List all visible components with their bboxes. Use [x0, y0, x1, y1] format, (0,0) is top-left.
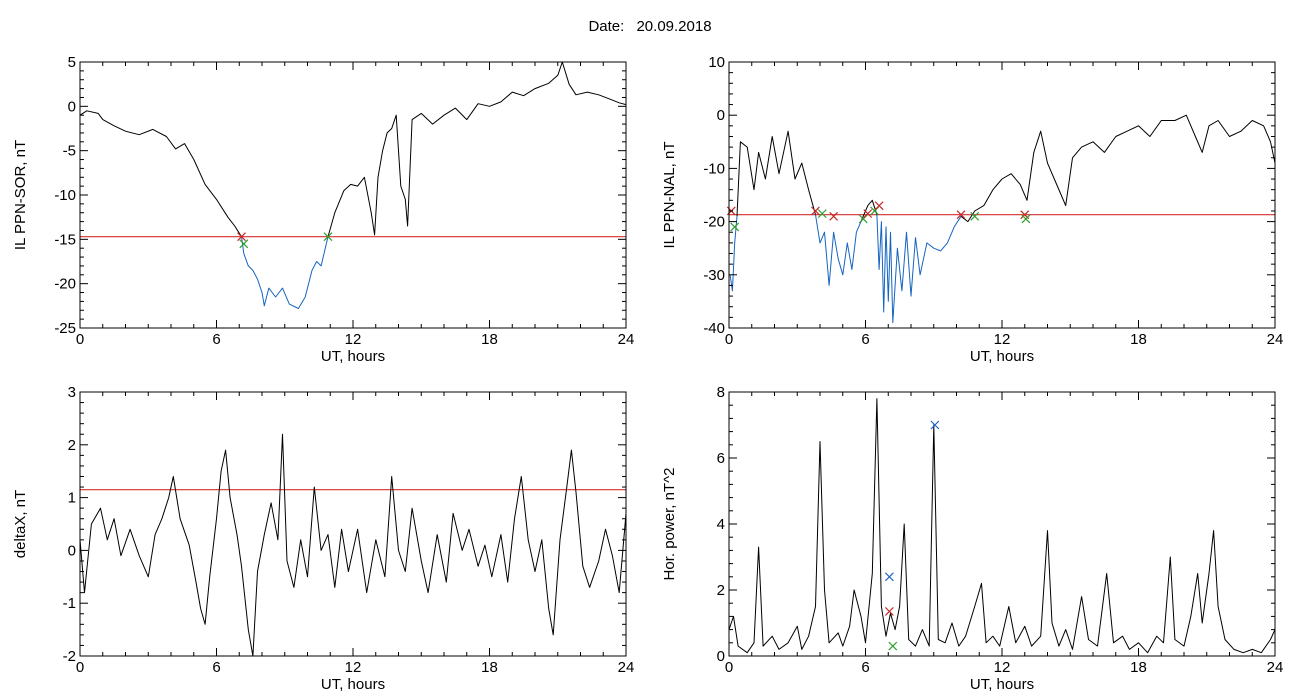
marker-blue-0: [884, 572, 894, 582]
x-tick-label: 12: [345, 659, 362, 676]
marker-red-2: [811, 206, 820, 216]
plot-frame: [728, 61, 1276, 329]
x-axis-label: UT, hours: [970, 348, 1034, 365]
x-tick-label: 0: [76, 659, 84, 676]
y-tick-label: -2: [63, 648, 76, 665]
y-tick-label: -15: [54, 231, 76, 248]
x-tick-label: 0: [725, 331, 733, 348]
x-tick-label: 0: [76, 331, 84, 348]
marker-red-4: [829, 211, 839, 221]
x-tick-label: 6: [212, 331, 220, 348]
x-tick-label: 6: [861, 331, 869, 348]
x-axis-label: UT, hours: [321, 676, 385, 693]
y-tick-label: 0: [68, 542, 76, 559]
x-tick-label: 18: [1130, 659, 1147, 676]
figure-header: Date: 20.09.2018: [0, 18, 1300, 35]
x-tick-label: 18: [481, 659, 498, 676]
y-tick-label: -5: [63, 143, 76, 160]
x-tick-label: 12: [994, 331, 1011, 348]
y-tick-label: -1: [63, 595, 76, 612]
y-tick-label: 2: [717, 582, 725, 599]
marker-green-3: [888, 641, 898, 651]
chart-ppn_nal: 0 6 12 18 24 -40 -30 -20 -10 0 10 UT, hours IL PPN-N…: [661, 54, 1283, 365]
date-value: 20.09.2018: [636, 18, 712, 35]
series-line-1: [736, 130, 816, 217]
marker-green-1: [239, 239, 249, 249]
marker-red-8: [874, 201, 884, 211]
series-line-0: [729, 216, 738, 292]
marker-green-12: [1021, 214, 1031, 224]
y-tick-label: -40: [703, 320, 725, 337]
series-line-2: [815, 214, 862, 286]
y-tick-label: -25: [54, 320, 76, 337]
y-tick-label: 0: [717, 107, 725, 124]
y-tick-label: 6: [717, 450, 725, 467]
y-tick-label: -10: [54, 187, 76, 204]
plot-frame: [79, 61, 627, 329]
y-tick-label: 3: [68, 384, 76, 401]
series-line-3: [860, 199, 878, 222]
x-tick-label: 6: [861, 659, 869, 676]
series-line-4: [876, 214, 962, 324]
marker-red-6: [863, 209, 873, 219]
y-tick-label: 0: [68, 98, 76, 115]
y-tick-label: 8: [717, 384, 725, 401]
y-tick-label: 0: [717, 648, 725, 665]
y-tick-label: -10: [703, 160, 725, 177]
y-tick-label: -30: [703, 267, 725, 284]
x-tick-label: 12: [994, 659, 1011, 676]
date-label: Date:: [588, 18, 625, 35]
y-tick-label: -20: [703, 214, 725, 231]
marker-red-0: [237, 232, 246, 242]
series-line-0: [728, 398, 1276, 654]
x-tick-label: 18: [481, 331, 498, 348]
x-tick-label: 24: [618, 331, 635, 348]
y-axis-label: IL PPN-SOR, nT: [12, 140, 29, 250]
marker-green-2: [323, 232, 333, 242]
x-tick-label: 6: [212, 659, 220, 676]
y-tick-label: 10: [708, 54, 725, 71]
y-tick-label: 5: [68, 54, 76, 71]
y-tick-label: 1: [68, 490, 76, 507]
y-axis-label: IL PPN-NAL, nT: [661, 142, 678, 249]
marker-red-9: [956, 210, 966, 220]
x-axis-label: UT, hours: [970, 676, 1034, 693]
series-line-1: [241, 236, 329, 309]
marker-green-1: [730, 222, 740, 232]
marker-red-1: [884, 607, 894, 616]
y-tick-label: 4: [717, 516, 725, 533]
series-line-0: [79, 110, 242, 237]
x-tick-label: 24: [1267, 331, 1284, 348]
x-tick-label: 12: [345, 331, 362, 348]
plot-frame: [728, 391, 1276, 657]
x-tick-label: 24: [1267, 659, 1284, 676]
series-line-0: [79, 433, 627, 657]
marker-blue-2: [930, 420, 940, 430]
x-tick-label: 18: [1130, 331, 1147, 348]
y-tick-label: -20: [54, 276, 76, 293]
x-axis-label: UT, hours: [321, 348, 385, 365]
chart-ppn_sor: 0 6 12 18 24 -25 -20 -15 -10 -5 0 5 UT, hours IL PPN-…: [12, 54, 634, 365]
marker-green-3: [817, 209, 827, 219]
x-tick-label: 0: [725, 659, 733, 676]
series-line-5: [960, 114, 1276, 223]
plot-frame: [79, 391, 627, 657]
y-axis-label: deltaX, nT: [12, 490, 29, 558]
y-axis-label: Hor. power, nT^2: [661, 468, 678, 581]
y-tick-label: 2: [68, 437, 76, 454]
series-line-2: [327, 61, 627, 237]
x-tick-label: 24: [618, 659, 635, 676]
marker-green-10: [970, 211, 980, 221]
